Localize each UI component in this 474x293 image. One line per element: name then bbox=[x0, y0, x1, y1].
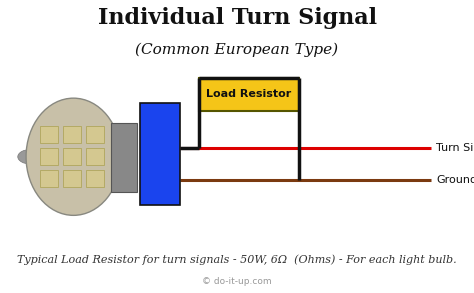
Bar bbox=[63, 148, 81, 165]
Text: Ground: Ground bbox=[436, 175, 474, 185]
Text: Typical Load Resistor for turn signals - 50W, 6Ω  (Ohms) - For each light bulb.: Typical Load Resistor for turn signals -… bbox=[17, 254, 457, 265]
Text: © do-it-up.com: © do-it-up.com bbox=[202, 277, 272, 286]
Bar bbox=[86, 170, 104, 187]
Ellipse shape bbox=[18, 149, 44, 164]
Text: Individual Turn Signal: Individual Turn Signal bbox=[98, 7, 376, 29]
Text: (Common European Type): (Common European Type) bbox=[136, 42, 338, 57]
Text: Load Resistor: Load Resistor bbox=[206, 89, 292, 100]
Bar bbox=[199, 78, 299, 111]
Bar bbox=[63, 170, 81, 187]
Bar bbox=[40, 126, 58, 143]
Bar bbox=[86, 148, 104, 165]
Bar bbox=[40, 148, 58, 165]
Text: Turn Signal: Turn Signal bbox=[436, 143, 474, 153]
Bar bbox=[40, 170, 58, 187]
Bar bbox=[86, 126, 104, 143]
Bar bbox=[63, 126, 81, 143]
Bar bbox=[111, 123, 137, 192]
Bar bbox=[140, 103, 180, 205]
Ellipse shape bbox=[26, 98, 121, 215]
